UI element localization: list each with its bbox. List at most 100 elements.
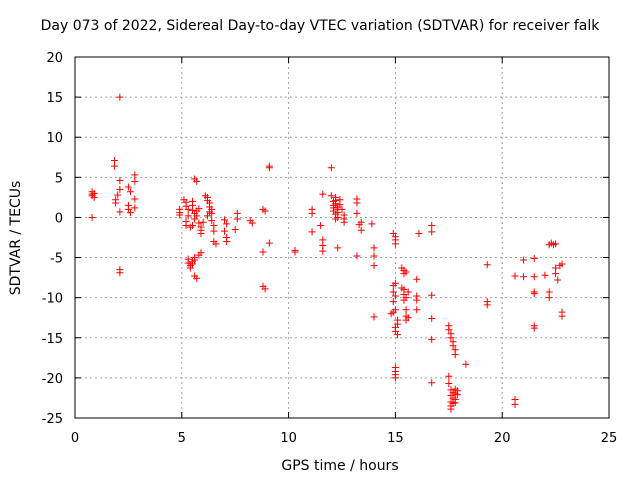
y-tick-label: -10 [42,292,63,307]
data-point [334,244,342,252]
data-point [188,221,196,229]
data-point [184,205,192,213]
data-point [319,247,327,255]
data-point [191,254,199,262]
data-point [319,190,327,198]
data-point [391,374,399,382]
data-point [197,226,205,234]
data-point [210,227,218,235]
data-point [511,272,519,280]
data-point [308,209,316,217]
data-point [199,218,207,226]
data-point [530,290,538,298]
axis-ticks: 0 5 10 15 20 25 -25 -20 -15 -10 -5 0 5 10 15 20 [42,51,618,446]
x-tick-label: 20 [494,431,511,446]
data-point [327,192,335,200]
data-point [462,360,470,368]
y-tick-label: -5 [50,252,63,267]
data-point [413,306,421,314]
data-point [428,228,436,236]
data-point [223,220,231,228]
data-point [124,183,132,191]
data-point [449,342,457,350]
data-point [413,275,421,283]
data-point [116,208,124,216]
data-point [353,209,361,217]
data-point [389,288,397,296]
data-point [370,262,378,270]
data-point [233,215,241,223]
data-point [116,185,124,193]
data-point [223,238,231,246]
data-point [545,294,553,302]
data-point [404,314,412,322]
x-tick-label: 10 [280,431,297,446]
data-point [428,315,436,323]
data-point [520,273,528,281]
data-point [124,205,132,213]
data-point [558,312,566,320]
data-point [445,372,453,380]
y-tick-label: 20 [46,51,63,66]
data-point [428,291,436,299]
data-point [265,164,273,172]
data-point [370,252,378,260]
data-point [231,225,239,233]
grid-lines [75,57,609,418]
data-point [368,220,376,228]
data-point [554,276,562,284]
data-point [116,177,124,185]
data-point [530,273,538,281]
data-point [195,219,203,227]
data-point [261,285,269,293]
data-point [391,240,399,248]
x-axis-label: GPS time / hours [281,458,398,474]
data-point [127,188,135,196]
data-point [88,213,96,221]
data-point [357,226,365,234]
data-point [131,204,139,212]
data-point [511,400,519,408]
data-point [428,379,436,387]
y-tick-label: 0 [55,211,63,226]
y-tick-label: -15 [42,332,63,347]
data-point [483,261,491,269]
data-point [203,212,211,220]
x-tick-label: 15 [387,431,404,446]
data-point [541,271,549,279]
data-point [193,274,201,282]
data-point [389,298,397,306]
data-point [308,228,316,236]
data-point [261,207,269,215]
data-point [116,269,124,277]
x-tick-label: 25 [601,431,618,446]
data-point [402,306,410,314]
y-axis-label: SDTVAR / TECUs [8,181,24,296]
data-point [453,391,461,399]
data-point [428,335,436,343]
data-point [221,216,229,224]
data-point [112,199,120,207]
data-point [111,162,119,170]
data-point [400,286,408,294]
data-point [402,294,410,302]
data-point [391,292,399,300]
data-point [520,256,528,264]
y-tick-label: -25 [42,412,63,427]
data-point [208,217,216,225]
x-tick-label: 5 [178,431,186,446]
data-point [353,252,361,260]
data-point [221,227,229,235]
data-point [186,264,194,272]
data-point [116,93,124,101]
data-points [88,93,566,413]
data-point [197,249,205,257]
data-point [552,240,560,248]
data-point [483,301,491,309]
data-point [428,221,436,229]
data-point [353,199,361,207]
data-point [357,218,365,226]
data-point [558,260,566,268]
data-point [404,288,412,296]
